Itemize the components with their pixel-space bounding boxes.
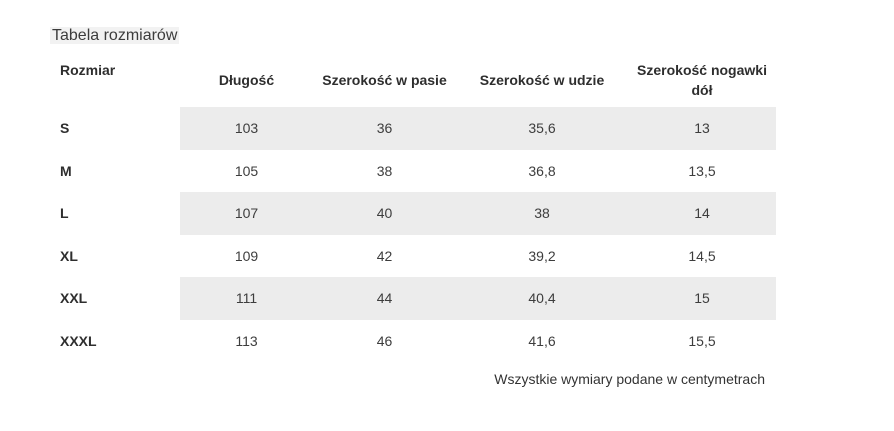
table-row-xl: XL 109 42 39,2 14,5 [52,235,776,278]
size-value-cell: 42 [376,247,393,264]
header-row: Rozmiar Długość Szerokość w pasie Szerok… [52,52,776,107]
size-value-cell: 109 [234,247,259,264]
size-value-cell: 36 [313,107,456,150]
size-label: S [60,120,70,137]
size-value-cell: 103 [180,107,313,150]
column-header-dlugosc: Długość [218,71,275,88]
size-label: XXXL [60,332,97,349]
size-value-cell: 113 [235,332,258,349]
size-table-header: Rozmiar Długość Szerokość w pasie Szerok… [52,52,776,107]
size-table-body: S 103 36 35,6 13 M 105 38 36,8 13,5 L 10… [52,107,776,362]
size-value-cell: 111 [180,277,313,320]
size-value-cell: 36,8 [528,162,556,179]
size-value-cell: 40 [313,192,456,235]
size-label: M [60,162,72,179]
page-title: Tabela rozmiarów [50,25,180,46]
column-header-szerokosc-nogawki-dol: Szerokość nogawki dół [637,61,767,98]
size-value-cell: 15,5 [688,332,716,349]
size-value-cell: 40,4 [456,277,628,320]
page-title-text: Tabela rozmiarów [50,27,180,44]
size-value-cell: 35,6 [456,107,628,150]
table-row-s: S 103 36 35,6 13 [52,107,776,150]
size-value-cell: 105 [234,162,259,179]
size-value-cell: 41,6 [528,332,556,349]
table-row-m: M 105 38 36,8 13,5 [52,150,776,193]
size-value-cell: 38 [376,162,393,179]
units-note: Wszystkie wymiary podane w centymetrach [494,371,765,387]
size-value-cell: 44 [313,277,456,320]
size-value-cell: 46 [376,332,393,349]
column-header-rozmiar: Rozmiar [60,62,116,78]
table-row-xxl: XXL 111 44 40,4 15 [52,277,776,320]
size-value-cell: 107 [180,192,313,235]
size-table: Rozmiar Długość Szerokość w pasie Szerok… [52,52,776,362]
size-label: L [60,205,69,222]
size-label: XL [60,247,78,264]
size-value-cell: 13 [628,107,776,150]
column-header-szerokosc-w-udzie: Szerokość w udzie [479,71,605,88]
table-row-xxxl: XXXL 113 46 41,6 15,5 [52,320,776,363]
size-value-cell: 14 [628,192,776,235]
size-value-cell: 39,2 [528,247,556,264]
column-header-szerokosc-w-pasie: Szerokość w pasie [322,71,447,88]
table-row-l: L 107 40 38 14 [52,192,776,235]
size-value-cell: 14,5 [688,247,716,264]
size-value-cell: 15 [628,277,776,320]
size-label: XXL [60,290,88,307]
size-value-cell: 13,5 [688,162,716,179]
size-value-cell: 38 [456,192,628,235]
